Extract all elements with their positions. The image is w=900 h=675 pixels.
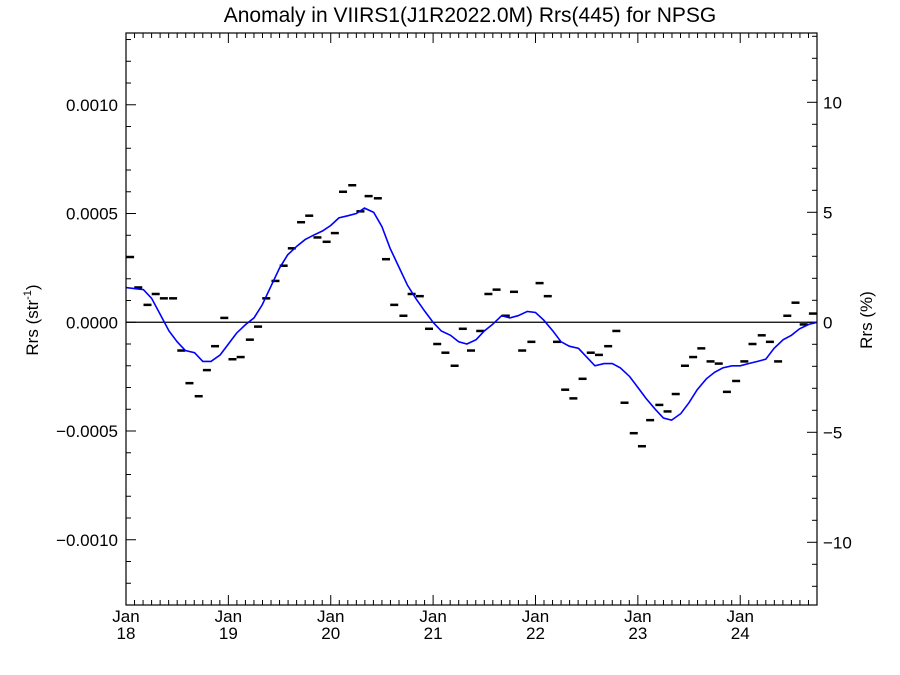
y-left-tick-label: −0.0005: [56, 422, 118, 441]
x-tick-label-month: Jan: [215, 607, 242, 626]
x-tick-label-year: 22: [526, 624, 545, 643]
y-axis-left-label: Rrs (str-1): [22, 284, 42, 355]
x-tick-label-year: 24: [731, 624, 750, 643]
y-left-tick-label: 0.0010: [66, 96, 118, 115]
x-tick-label-month: Jan: [419, 607, 446, 626]
chart-title: Anomaly in VIIRS1(J1R2022.0M) Rrs(445) f…: [224, 4, 717, 27]
y-axis-left-label-base: Rrs (str: [23, 300, 42, 356]
data-series: [125, 183, 818, 448]
x-tick-label-month: Jan: [317, 607, 344, 626]
x-tick-label-year: 19: [219, 624, 238, 643]
y-axis-left-label-superscript: -1: [22, 290, 34, 300]
x-tick-label-year: 21: [424, 624, 443, 643]
y-right-tick-label: 5: [823, 203, 832, 222]
x-tick-label-year: 23: [628, 624, 647, 643]
y-left-tick-label: 0.0000: [66, 313, 118, 332]
y-left-tick-label: −0.0010: [56, 531, 118, 550]
x-tick-label-month: Jan: [522, 607, 549, 626]
axis-ticks: Jan18Jan19Jan20Jan21Jan22Jan23Jan240.001…: [56, 33, 852, 643]
y-axis-left-label-close: ): [23, 284, 42, 290]
plot-frame: [125, 32, 818, 606]
y-left-tick-label: 0.0005: [66, 205, 118, 224]
y-right-tick-label: 10: [823, 93, 842, 112]
y-axis-right-label: Rrs (%): [857, 291, 876, 349]
x-tick-label-year: 20: [321, 624, 340, 643]
x-tick-label-year: 18: [117, 624, 136, 643]
y-right-tick-label: −10: [823, 533, 852, 552]
x-tick-label-month: Jan: [727, 607, 754, 626]
y-right-tick-label: −5: [823, 423, 842, 442]
y-right-tick-label: 0: [823, 313, 832, 332]
x-tick-label-month: Jan: [112, 607, 139, 626]
smoothed-anomaly-line: [125, 207, 818, 421]
x-tick-label-month: Jan: [624, 607, 651, 626]
